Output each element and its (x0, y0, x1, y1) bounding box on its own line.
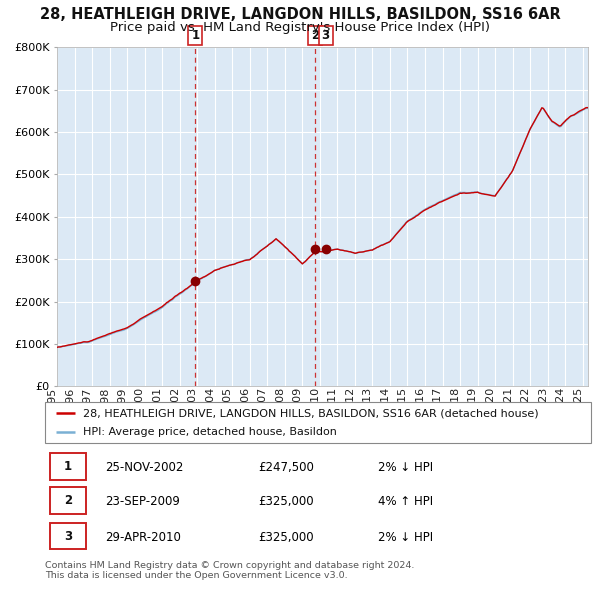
Text: 1995: 1995 (47, 386, 57, 415)
Text: 2019: 2019 (467, 386, 478, 415)
Text: 2014: 2014 (380, 386, 390, 415)
Text: 2009: 2009 (292, 386, 302, 415)
Text: £325,000: £325,000 (258, 531, 314, 544)
Text: 3: 3 (322, 29, 330, 42)
Text: 1996: 1996 (65, 386, 74, 415)
Text: 29-APR-2010: 29-APR-2010 (105, 531, 181, 544)
Text: 25-NOV-2002: 25-NOV-2002 (105, 461, 184, 474)
Text: £325,000: £325,000 (258, 495, 314, 508)
Text: Contains HM Land Registry data © Crown copyright and database right 2024.
This d: Contains HM Land Registry data © Crown c… (45, 560, 415, 580)
Text: 2: 2 (64, 494, 72, 507)
Text: 2% ↓ HPI: 2% ↓ HPI (378, 531, 433, 544)
Text: 2012: 2012 (345, 386, 355, 415)
Text: 2008: 2008 (275, 386, 285, 415)
Text: 1999: 1999 (117, 386, 127, 415)
Text: 2025: 2025 (573, 386, 583, 415)
Text: 2022: 2022 (520, 386, 530, 415)
Text: 2013: 2013 (362, 386, 373, 415)
Text: 2004: 2004 (205, 386, 215, 415)
Text: 28, HEATHLEIGH DRIVE, LANGDON HILLS, BASILDON, SS16 6AR (detached house): 28, HEATHLEIGH DRIVE, LANGDON HILLS, BAS… (83, 408, 539, 418)
Text: 23-SEP-2009: 23-SEP-2009 (105, 495, 180, 508)
Text: £247,500: £247,500 (258, 461, 314, 474)
Text: 2005: 2005 (222, 386, 232, 415)
Text: 2018: 2018 (450, 386, 460, 415)
Text: 3: 3 (64, 530, 72, 543)
Bar (50, 453, 86, 480)
Text: 2003: 2003 (187, 386, 197, 415)
Text: 2011: 2011 (328, 386, 337, 415)
Text: 2010: 2010 (310, 386, 320, 415)
Text: 2001: 2001 (152, 386, 162, 415)
Text: 2002: 2002 (170, 386, 179, 415)
Text: 2007: 2007 (257, 386, 267, 415)
Text: HPI: Average price, detached house, Basildon: HPI: Average price, detached house, Basi… (83, 427, 337, 437)
Text: 2024: 2024 (555, 386, 565, 415)
Text: 2021: 2021 (503, 386, 512, 415)
Text: 1997: 1997 (82, 386, 92, 415)
Bar (50, 487, 86, 514)
Text: 2015: 2015 (397, 386, 407, 415)
Text: 1: 1 (64, 460, 72, 473)
Text: 28, HEATHLEIGH DRIVE, LANGDON HILLS, BASILDON, SS16 6AR: 28, HEATHLEIGH DRIVE, LANGDON HILLS, BAS… (40, 7, 560, 22)
Text: 2017: 2017 (433, 386, 443, 415)
Text: 2023: 2023 (538, 386, 548, 415)
Text: 1998: 1998 (100, 386, 110, 415)
Text: 2000: 2000 (134, 386, 145, 415)
Text: Price paid vs. HM Land Registry's House Price Index (HPI): Price paid vs. HM Land Registry's House … (110, 21, 490, 34)
Text: 2020: 2020 (485, 386, 495, 415)
Bar (50, 523, 86, 549)
Text: 2: 2 (311, 29, 319, 42)
Text: 4% ↑ HPI: 4% ↑ HPI (378, 495, 433, 508)
Text: 2006: 2006 (240, 386, 250, 415)
Text: 2% ↓ HPI: 2% ↓ HPI (378, 461, 433, 474)
Text: 1: 1 (191, 29, 200, 42)
Text: 2016: 2016 (415, 386, 425, 415)
